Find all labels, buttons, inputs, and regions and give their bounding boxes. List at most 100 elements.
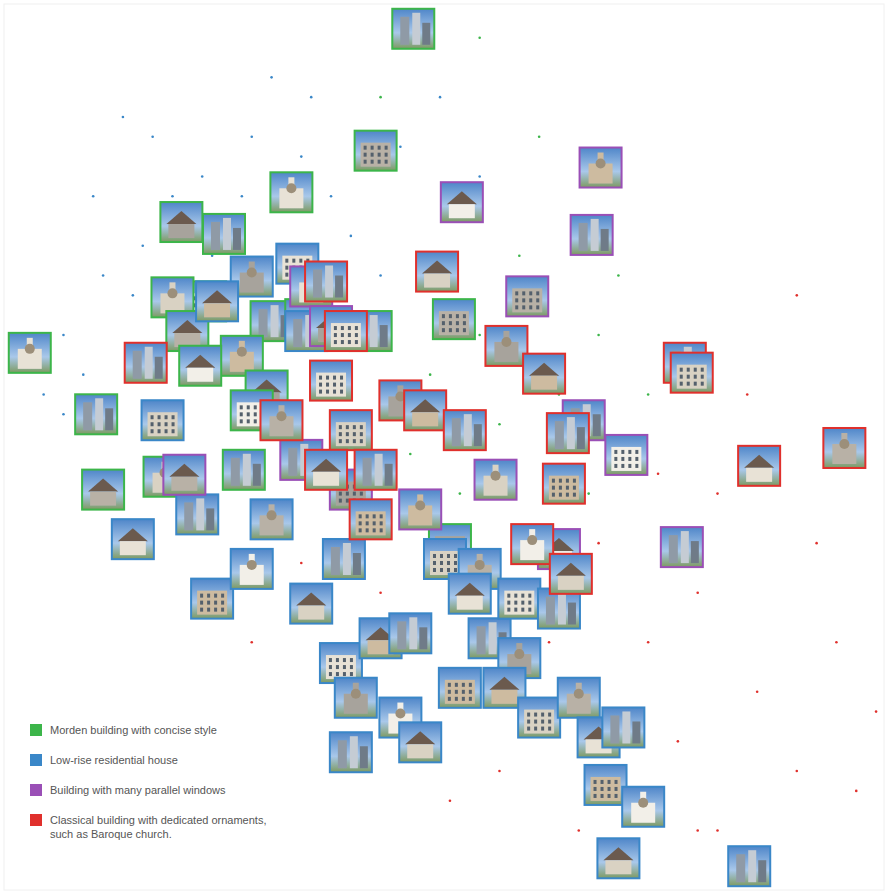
point (141, 245, 144, 248)
point (518, 254, 521, 257)
thumbnail (441, 182, 483, 222)
point (270, 76, 273, 79)
thumbnail (355, 131, 397, 171)
thumbnail (543, 464, 585, 504)
point (746, 393, 749, 396)
point (330, 195, 333, 198)
legend-label: Low-rise residential house (50, 754, 178, 766)
thumbnail (585, 765, 627, 805)
thumbnail (728, 846, 770, 886)
point (795, 294, 798, 297)
thumbnail (203, 214, 245, 254)
thumbnail (270, 172, 312, 212)
plot-frame (4, 4, 884, 890)
thumbnail (547, 413, 589, 453)
thumbnail (475, 460, 517, 500)
point (350, 235, 353, 238)
point (716, 829, 719, 832)
point (449, 800, 452, 803)
point (597, 542, 600, 545)
point (300, 155, 303, 158)
point (439, 96, 442, 99)
point (241, 195, 244, 198)
point (538, 136, 541, 139)
thumbnail (523, 354, 565, 394)
thumbnail (580, 148, 622, 188)
thumbnail (142, 400, 184, 440)
point (617, 274, 620, 277)
thumbnail (191, 579, 233, 619)
thumbnail (355, 450, 397, 490)
point (855, 790, 858, 793)
thumbnail (9, 333, 51, 373)
point (92, 195, 95, 198)
thumbnail (176, 494, 218, 534)
point (399, 145, 402, 148)
legend-label: Morden building with concise style (50, 724, 217, 736)
thumbnail (550, 554, 592, 594)
point (409, 453, 412, 456)
point (151, 136, 154, 139)
marks (9, 9, 878, 886)
point (647, 641, 650, 644)
point (132, 294, 135, 297)
point (379, 274, 382, 277)
point (875, 710, 878, 713)
point (459, 492, 462, 495)
point (498, 770, 501, 773)
thumbnail (305, 261, 347, 301)
point (310, 96, 313, 99)
thumbnail (335, 678, 377, 718)
point (379, 591, 382, 594)
point (597, 334, 600, 337)
point (716, 492, 719, 495)
thumbnail (485, 326, 527, 366)
legend: Morden building with concise style Low-ri… (30, 724, 266, 840)
dots (42, 36, 877, 831)
point (478, 334, 481, 337)
thumbnail (622, 787, 664, 827)
thumbnail (223, 450, 265, 490)
point (548, 641, 551, 644)
thumbnail (444, 410, 486, 450)
point (677, 740, 680, 743)
thumbnail (671, 353, 713, 393)
thumbnail (602, 707, 644, 747)
thumbnail (511, 524, 553, 564)
thumbnail (325, 311, 367, 351)
legend-swatch (30, 724, 42, 736)
thumbnail (571, 215, 613, 255)
thumbnail (392, 9, 434, 49)
thumbnail (251, 499, 293, 539)
thumbnail (597, 838, 639, 878)
thumbnail (323, 539, 365, 579)
point (250, 136, 253, 139)
thumbnail (160, 202, 202, 242)
point (42, 393, 45, 396)
legend-swatch (30, 814, 42, 826)
thumbnail (125, 343, 167, 383)
legend-swatch (30, 784, 42, 796)
point (171, 195, 174, 198)
point (587, 492, 590, 495)
thumbnail (330, 410, 372, 450)
point (478, 36, 481, 39)
thumbnail (350, 499, 392, 539)
point (62, 334, 65, 337)
thumbnail (518, 698, 560, 738)
thumbnail (738, 446, 780, 486)
thumbnail (823, 428, 865, 468)
thumbnail (661, 527, 703, 567)
thumbnail (305, 450, 347, 490)
thumbnail (558, 678, 600, 718)
thumbnail (330, 732, 372, 772)
thumbnail (163, 455, 205, 495)
legend-label: Classical building with dedicated orname… (50, 814, 266, 840)
thumbnail (290, 584, 332, 624)
thumbnail (498, 579, 540, 619)
point (122, 116, 125, 119)
thumbnail (112, 519, 154, 559)
point (429, 373, 432, 376)
point (696, 829, 699, 832)
point (696, 591, 699, 594)
